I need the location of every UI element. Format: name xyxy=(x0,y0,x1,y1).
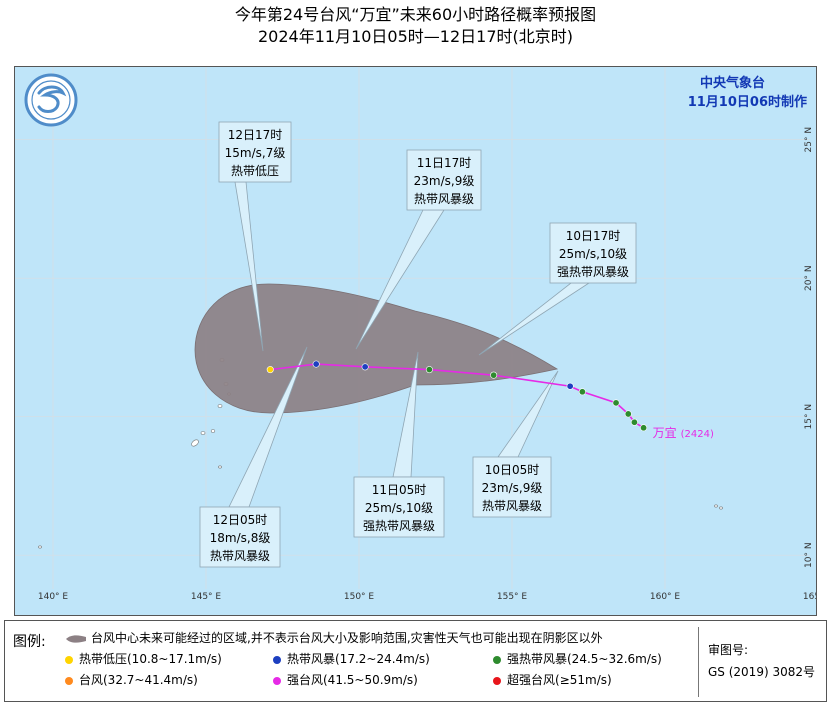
callout-wind: 25m/s,10级 xyxy=(365,501,433,515)
review-number: GS (2019) 3082号 xyxy=(708,665,815,679)
callout-wind: 23m/s,9级 xyxy=(414,174,475,188)
legend-label: 热带风暴(17.2~24.4m/s) xyxy=(287,652,430,666)
lat-tick-label: 25° N xyxy=(804,127,814,153)
lon-tick-label: 140° E xyxy=(38,592,69,602)
callout-time: 12日05时 xyxy=(213,513,268,527)
callout-time: 10日05时 xyxy=(485,463,540,477)
legend-item: 超强台风(≥51m/s) xyxy=(493,671,612,688)
track-point xyxy=(630,418,638,426)
track-points xyxy=(266,360,648,432)
td-dot-icon xyxy=(65,655,73,664)
callout-box-d12-05 xyxy=(199,506,281,568)
lon-tick-label: 160° E xyxy=(650,592,681,602)
ts-dot-icon xyxy=(273,655,281,664)
track-point xyxy=(312,360,320,368)
cma-logo xyxy=(24,73,78,127)
legend-panel: 图例: 台风中心未来可能经过的区域,并不表示台风大小及影响范围,灾害性天气也可能… xyxy=(4,620,827,702)
super-ty-dot-icon xyxy=(493,676,501,685)
track-point xyxy=(624,410,632,418)
review-label: 审图号: xyxy=(708,643,749,657)
callout-level: 强热带风暴级 xyxy=(557,265,629,279)
legend-item: 热带低压(10.8~17.1m/s) xyxy=(65,650,222,667)
legend-label: 强台风(41.5~50.9m/s) xyxy=(287,673,418,687)
lon-tick-label: 155° E xyxy=(497,592,528,602)
callout-level: 强热带风暴级 xyxy=(363,519,435,533)
lat-tick-label: 10° N xyxy=(804,542,814,568)
callout-level: 热带风暴级 xyxy=(482,499,542,513)
lat-tick-label: 20° N xyxy=(804,265,814,291)
lon-tick-label: 145° E xyxy=(191,592,222,602)
legend-item: 台风(32.7~41.4m/s) xyxy=(65,671,198,688)
callout-wind: 23m/s,9级 xyxy=(482,481,543,495)
callout-time: 10日17时 xyxy=(566,229,621,243)
graticule: 140° E 145° E 150° E 155° E 160° E 165° E 25° … xyxy=(15,67,817,602)
storm-name: 万宜 (2424) xyxy=(653,425,714,440)
legend-label: 台风(32.7~41.4m/s) xyxy=(79,673,198,687)
callout-wind: 25m/s,10级 xyxy=(559,247,627,261)
agency-name: 中央气象台 xyxy=(700,75,765,91)
lon-tick-label: 165° E xyxy=(803,592,817,602)
track-point xyxy=(566,382,574,390)
storm-name-text: 万宜 xyxy=(653,425,677,440)
legend-item: 强热带风暴(24.5~32.6m/s) xyxy=(493,650,662,667)
map-panel: 140° E 145° E 150° E 155° E 160° E 165° E 25° … xyxy=(14,66,817,616)
legend-label: 热带低压(10.8~17.1m/s) xyxy=(79,652,222,666)
track-point xyxy=(361,363,369,371)
title-line2: 2024年11月10日05时—12日17时(北京时) xyxy=(257,27,573,46)
callout-box-d12-17 xyxy=(218,121,292,183)
map-title: 今年第24号台风“万宜”未来60小时路径概率预报图 2024年11月10日05时… xyxy=(0,4,831,48)
track-point xyxy=(266,366,274,374)
callout-time: 12日17时 xyxy=(228,128,283,142)
track-point xyxy=(578,388,586,396)
callout-box-d11-05 xyxy=(353,476,445,538)
issued-time: 11月10日06时制作 xyxy=(688,94,807,110)
callout-wind: 15m/s,7级 xyxy=(225,146,286,160)
lat-tick-label: 15° N xyxy=(804,404,814,430)
lon-tick-label: 150° E xyxy=(344,592,375,602)
sty-dot-icon xyxy=(273,676,281,685)
title-line1: 今年第24号台风“万宜”未来60小时路径概率预报图 xyxy=(234,5,597,24)
legend-item: 强台风(41.5~50.9m/s) xyxy=(273,671,418,688)
legend-cone-row: 台风中心未来可能经过的区域,并不表示台风大小及影响范围,灾害性天气也可能出现在阴… xyxy=(65,629,603,646)
callout-box-d11-17 xyxy=(406,149,482,211)
track-point xyxy=(490,371,498,379)
legend-label: 强热带风暴(24.5~32.6m/s) xyxy=(507,652,662,666)
track-point xyxy=(640,424,648,432)
track-point xyxy=(612,399,620,407)
legend-item: 热带风暴(17.2~24.4m/s) xyxy=(273,650,430,667)
legend-title: 图例: xyxy=(13,634,46,650)
legend-cone-text: 台风中心未来可能经过的区域,并不表示台风大小及影响范围,灾害性天气也可能出现在阴… xyxy=(91,631,603,645)
ty-dot-icon xyxy=(65,676,73,685)
legend-divider xyxy=(698,627,699,697)
callout-time: 11日05时 xyxy=(372,483,427,497)
sts-dot-icon xyxy=(493,655,501,664)
callout-time: 11日17时 xyxy=(417,156,472,170)
callout-level: 热带风暴级 xyxy=(414,192,474,206)
callout-level: 热带风暴级 xyxy=(210,549,270,563)
storm-id-text: (2424) xyxy=(681,429,714,440)
callout-wind: 18m/s,8级 xyxy=(210,531,271,545)
cone-swatch-icon xyxy=(66,634,86,643)
callout-level: 热带低压 xyxy=(231,164,279,178)
callouts: 12日17时 15m/s,7级 热带低压 11日17时 23m/s,9级 热带风… xyxy=(199,121,637,568)
legend-label: 超强台风(≥51m/s) xyxy=(507,673,612,687)
track-point xyxy=(425,366,433,374)
callout-box-d10-17 xyxy=(549,222,637,284)
track-map: 140° E 145° E 150° E 155° E 160° E 165° E 25° … xyxy=(15,67,817,615)
callout-box-d10-05 xyxy=(472,456,552,518)
